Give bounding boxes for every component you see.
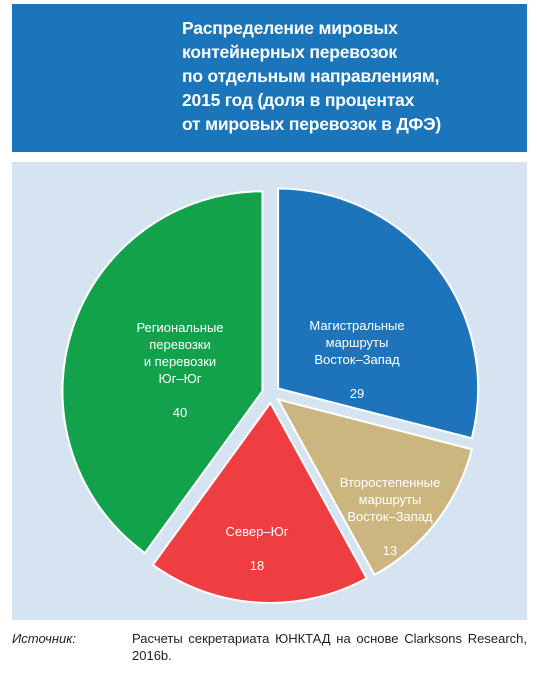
slice-east-west-secondary — [276, 397, 474, 577]
slice-label-east-west-secondary: Второстепенные маршруты Восток–Запад 13 — [320, 457, 460, 559]
slice-name: Магистральные маршруты Восток–Запад — [309, 318, 405, 367]
slice-name: Региональные перевозки и перевозки Юг–Юг — [136, 320, 224, 386]
slice-label-east-west-main: Магистральные маршруты Восток–Запад 29 — [282, 300, 432, 402]
title-banner: Распределение мировых контейнерных перев… — [12, 4, 527, 152]
slice-value: 18 — [249, 558, 265, 573]
slice-value: 13 — [382, 543, 398, 558]
chart-title: Распределение мировых контейнерных перев… — [182, 18, 442, 134]
pie-chart — [61, 187, 480, 604]
slice-north-south — [151, 401, 369, 604]
chart-area: Магистральные маршруты Восток–Запад 29 В… — [12, 162, 527, 620]
slice-name: Север–Юг — [225, 524, 289, 539]
slice-east-west-main — [277, 187, 480, 440]
slice-label-regional-south-south: Региональные перевозки и перевозки Юг–Юг… — [120, 302, 240, 421]
slice-regional-south-south — [61, 190, 264, 555]
source-label: Источник: — [12, 631, 76, 646]
slice-value: 40 — [172, 405, 188, 420]
source-text: Расчеты секретариата ЮНКТАД на основе Cl… — [132, 631, 527, 663]
slice-value: 29 — [349, 386, 365, 401]
slice-name: Второстепенные маршруты Восток–Запад — [339, 475, 441, 524]
slice-label-north-south: Север–Юг 18 — [202, 506, 312, 574]
